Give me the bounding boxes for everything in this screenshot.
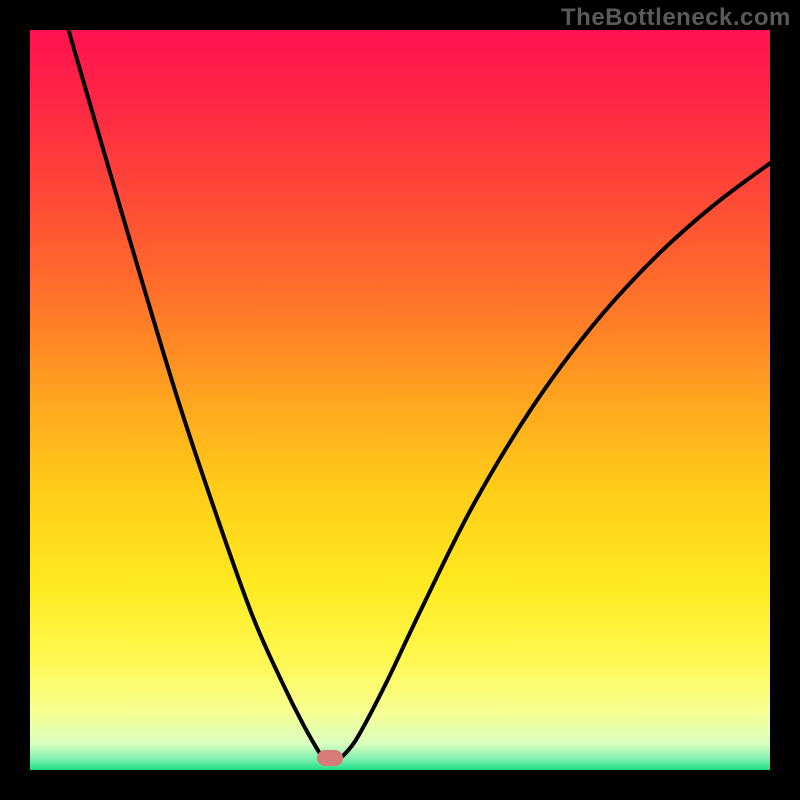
border-bottom [0, 770, 800, 800]
border-right [770, 0, 800, 800]
plot-gradient-area [30, 30, 770, 770]
minimum-marker [317, 750, 343, 766]
watermark-text: TheBottleneck.com [561, 4, 791, 32]
border-left [0, 0, 30, 800]
chart-container: TheBottleneck.com [0, 0, 800, 800]
